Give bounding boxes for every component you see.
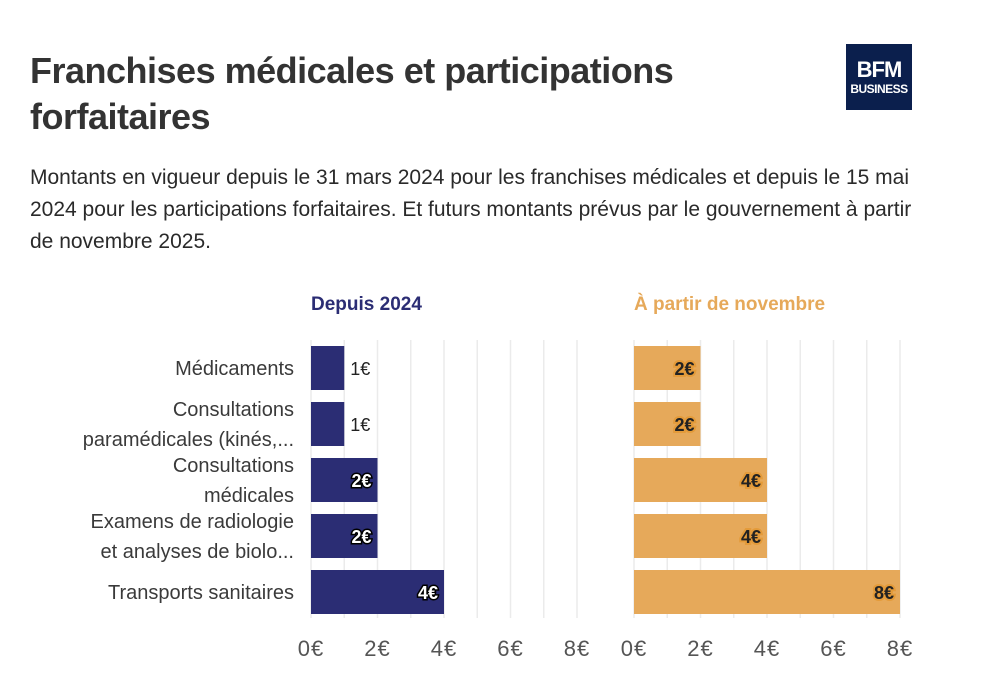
category-label-1: Consultations [173,399,294,421]
value-label: 4€ [741,471,761,491]
bar [634,570,900,614]
value-label: 2€ [351,527,371,547]
category-label-3: Examens de radiologie [91,511,294,533]
category-label-2: Consultations [173,455,294,477]
panel-title-0: Depuis 2024 [311,294,422,315]
bfm-business-logo: BFM BUSINESS [846,44,912,110]
value-label: 2€ [351,471,371,491]
bar [311,458,378,502]
chart-subtitle: Montants en vigueur depuis le 31 mars 20… [30,166,912,253]
value-label: 4€ [741,527,761,547]
x-tick-label: 0€ [298,636,324,661]
value-label: 2€ [674,359,694,379]
logo-line-2: BUSINESS [850,82,908,96]
bar [634,346,701,390]
category-label-4: Transports sanitaires [108,582,294,604]
logo-line-1: BFM [856,57,903,82]
value-label: 2€ [674,415,694,435]
panel-title-1: À partir de novembre [634,293,825,315]
bar [311,402,345,446]
category-label-3: et analyses de biolo... [101,541,294,563]
x-tick-label: 0€ [621,636,647,661]
value-label: 8€ [874,583,894,603]
bar [634,458,767,502]
value-label: 1€ [350,415,370,435]
value-label: 4€ [418,583,438,603]
x-tick-label: 6€ [820,636,846,661]
category-label-1: paramédicales (kinés,... [83,429,294,451]
chart-title: Franchises médicales et participations f… [30,50,674,137]
category-label-0: Médicaments [175,358,294,380]
bar [634,402,701,446]
category-label-2: médicales [204,485,294,507]
x-tick-label: 4€ [754,636,780,661]
x-tick-label: 6€ [497,636,523,661]
x-tick-label: 4€ [431,636,457,661]
x-tick-label: 2€ [687,636,713,661]
bar [311,570,444,614]
x-tick-label: 2€ [364,636,390,661]
x-tick-label: 8€ [564,636,590,661]
bar [311,346,345,390]
value-label: 1€ [350,359,370,379]
x-tick-label: 8€ [887,636,913,661]
bar [311,514,378,558]
bar [634,514,767,558]
